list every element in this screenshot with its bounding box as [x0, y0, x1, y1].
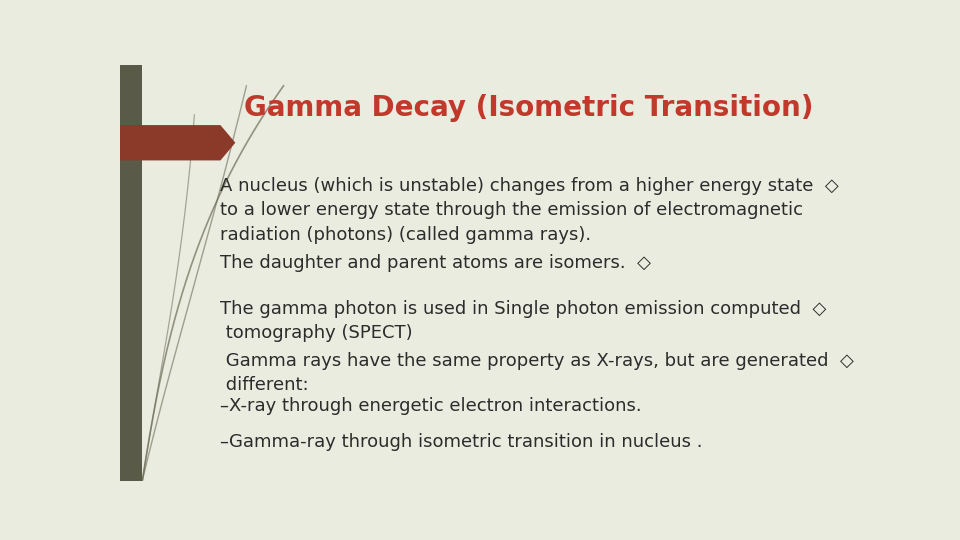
Text: Gamma Decay (Isometric Transition): Gamma Decay (Isometric Transition) [245, 94, 814, 123]
Polygon shape [120, 125, 235, 160]
Text: Gamma rays have the same property as X-rays, but are generated  ◇
 different:: Gamma rays have the same property as X-r… [221, 352, 854, 394]
Text: A nucleus (which is unstable) changes from a higher energy state  ◇
to a lower e: A nucleus (which is unstable) changes fr… [221, 177, 839, 244]
Text: –Gamma-ray through isometric transition in nucleus .: –Gamma-ray through isometric transition … [221, 433, 703, 451]
Polygon shape [120, 65, 142, 481]
Text: –X-ray through energetic electron interactions.: –X-ray through energetic electron intera… [221, 397, 642, 415]
Text: The gamma photon is used in Single photon emission computed  ◇
 tomography (SPEC: The gamma photon is used in Single photo… [221, 300, 827, 342]
Text: The daughter and parent atoms are isomers.  ◇: The daughter and parent atoms are isomer… [221, 254, 652, 272]
